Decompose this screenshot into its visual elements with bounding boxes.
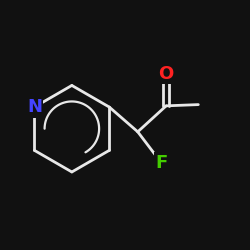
Text: N: N <box>27 98 42 116</box>
Text: O: O <box>158 65 174 83</box>
Text: F: F <box>155 154 167 172</box>
